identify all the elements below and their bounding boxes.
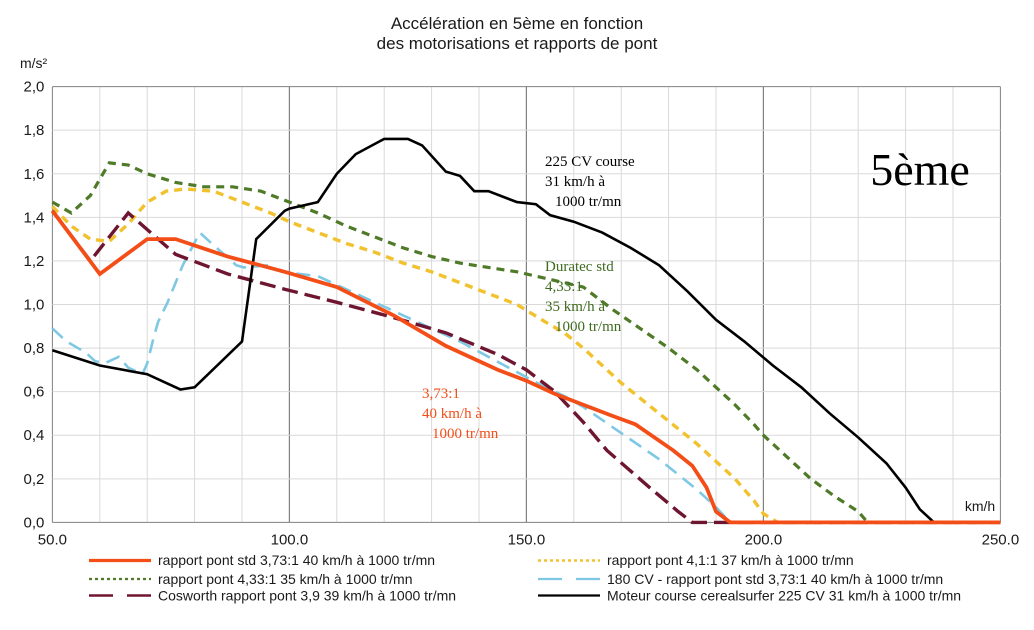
svg-text:225 CV course: 225 CV course — [545, 154, 635, 170]
svg-text:250.0: 250.0 — [982, 531, 1020, 548]
svg-text:m/s²: m/s² — [20, 55, 48, 71]
svg-text:4,33:1: 4,33:1 — [545, 279, 583, 295]
svg-text:1000 tr/mn: 1000 tr/mn — [555, 319, 622, 335]
svg-text:40 km/h à: 40 km/h à — [422, 406, 482, 422]
svg-text:0,4: 0,4 — [24, 427, 45, 444]
svg-text:31 km/h à: 31 km/h à — [545, 174, 605, 190]
svg-text:rapport pont 4,33:1 35 km/h: rapport pont 4,33:1 35 km/h à 1000 tr/mn — [158, 571, 413, 587]
svg-text:Cosworth rapport pont 3,9 39: Cosworth rapport pont 3,9 39 km/h à 1000… — [158, 588, 456, 604]
svg-text:180 CV - rapport pont std 3,73: 180 CV - rapport pont std 3,73:1 40 km/h… — [607, 571, 943, 587]
svg-text:km/h: km/h — [965, 498, 995, 514]
svg-text:2,0: 2,0 — [24, 79, 45, 96]
svg-text:1000 tr/mn: 1000 tr/mn — [555, 194, 622, 210]
svg-text:0,0: 0,0 — [24, 514, 45, 531]
svg-text:1,6: 1,6 — [24, 166, 45, 183]
svg-text:rapport pont std 3,73:1 40 km: rapport pont std 3,73:1 40 km/h à 1000 t… — [158, 552, 435, 568]
svg-text:rapport pont 4,1:1 37 km/h à: rapport pont 4,1:1 37 km/h à 1000 tr/mn — [607, 552, 854, 568]
svg-text:150.0: 150.0 — [508, 531, 546, 548]
svg-text:50.0: 50.0 — [38, 531, 67, 548]
svg-text:1,8: 1,8 — [24, 122, 45, 139]
svg-text:0,2: 0,2 — [24, 471, 45, 488]
svg-text:1000 tr/mn: 1000 tr/mn — [432, 426, 499, 442]
svg-text:1,4: 1,4 — [24, 209, 45, 226]
svg-text:0,6: 0,6 — [24, 384, 45, 401]
svg-text:1,2: 1,2 — [24, 253, 45, 270]
svg-text:0,8: 0,8 — [24, 340, 45, 357]
svg-text:35 km/h à: 35 km/h à — [545, 299, 605, 315]
svg-text:1,0: 1,0 — [24, 297, 45, 314]
svg-text:100.0: 100.0 — [271, 531, 309, 548]
svg-text:3,73:1: 3,73:1 — [422, 386, 460, 402]
svg-text:5ème: 5ème — [870, 144, 970, 195]
svg-text:Duratec std: Duratec std — [545, 259, 614, 275]
svg-text:Moteur course cerealsurfer 225: Moteur course cerealsurfer 225 CV 31 km/… — [607, 588, 961, 604]
svg-text:200.0: 200.0 — [745, 531, 783, 548]
